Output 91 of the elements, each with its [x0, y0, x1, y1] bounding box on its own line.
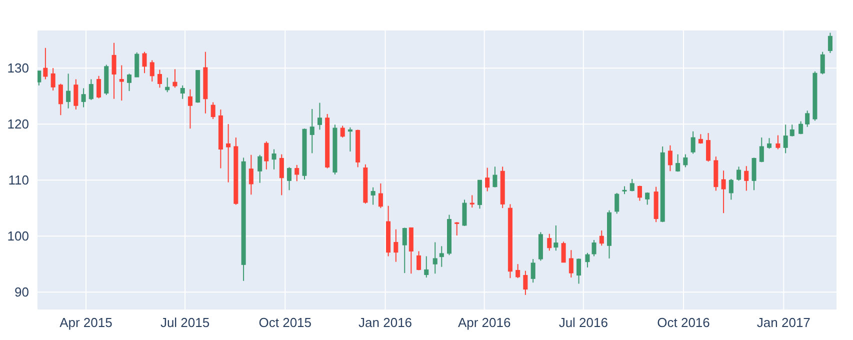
candlestick: [728, 178, 734, 200]
candlestick: [340, 125, 345, 138]
candlestick: [454, 222, 460, 236]
candlestick: [402, 227, 407, 274]
candlestick: [721, 170, 726, 214]
candlestick: [798, 120, 804, 135]
candlestick: [462, 199, 467, 226]
candlestick: [554, 224, 558, 252]
candlestick: [58, 83, 63, 116]
candlestick: [370, 186, 376, 206]
candlestick: [424, 256, 429, 278]
candlestick: [568, 250, 574, 278]
y-tick-label: 90: [14, 284, 29, 300]
candlestick: [547, 233, 552, 252]
candlestick: [576, 258, 582, 284]
candlestick: [439, 246, 444, 268]
candlestick: [264, 140, 269, 170]
candlestick: [828, 32, 832, 54]
candlestick: [492, 166, 498, 188]
x-tick-label: Jan 2017: [756, 315, 810, 330]
candlestick: [50, 68, 56, 91]
candlestick: [408, 227, 414, 274]
candlestick: [736, 166, 742, 182]
candlestick: [279, 154, 284, 196]
candlestick: [317, 102, 322, 130]
candlestick: [142, 51, 147, 74]
candlestick: [776, 134, 780, 150]
x-tick-label: Apr 2016: [458, 315, 511, 330]
candlestick: [248, 154, 254, 196]
candlestick: [258, 154, 262, 184]
y-tick-label: 130: [7, 60, 29, 76]
candlestick: [134, 52, 140, 78]
candlestick: [744, 166, 749, 192]
candlestick: [416, 250, 422, 271]
candlestick: [614, 192, 620, 214]
x-tick-label: Jul 2016: [558, 315, 608, 330]
candlestick: [394, 228, 398, 262]
candlestick: [783, 124, 788, 154]
candlestick: [43, 47, 48, 80]
y-tick-label: 110: [8, 172, 29, 188]
x-tick-label: Oct 2016: [657, 315, 710, 330]
candlestick: [81, 88, 86, 108]
candlestick: [378, 182, 383, 209]
candlestick: [74, 78, 78, 110]
candlestick: [188, 88, 192, 130]
candlestick: [310, 108, 314, 154]
candlestick: [157, 69, 162, 88]
candlestick: [752, 157, 756, 191]
candlestick: [294, 164, 300, 182]
x-tick-label: Oct 2015: [258, 315, 312, 330]
candlestick: [516, 264, 520, 279]
candlestick: [690, 130, 696, 154]
candlestick: [172, 68, 178, 88]
x-tick-label: Apr 2015: [60, 315, 112, 330]
candlestick: [630, 178, 634, 192]
candlestick: [820, 51, 825, 75]
candlestick: [683, 154, 688, 168]
candlestick: [805, 110, 810, 128]
candlestick: [226, 124, 231, 183]
candlestick: [767, 138, 772, 150]
candlestick: [530, 258, 536, 284]
candlestick: [119, 64, 124, 102]
candlestick: [150, 60, 154, 82]
candlestick: [637, 185, 642, 202]
candlestick: [96, 75, 102, 99]
candlestick: [790, 124, 794, 137]
candlestick: [485, 167, 490, 192]
y-tick-label: 120: [7, 116, 29, 132]
x-tick-label: Jul 2015: [160, 315, 210, 330]
candlestick: [66, 73, 71, 109]
candlestick: [127, 73, 132, 92]
candlestick: [287, 166, 292, 191]
candlestick: [645, 192, 650, 206]
candlestick: [706, 132, 711, 162]
candlestick: [561, 241, 566, 263]
candlestick: [165, 77, 170, 93]
candlestick: [272, 148, 276, 170]
candlestick: [470, 194, 474, 208]
candlestick: [432, 242, 438, 274]
candlestick: [599, 230, 604, 246]
candlestick: [88, 78, 94, 100]
candlestick: [180, 84, 185, 100]
candlestick: [523, 270, 528, 296]
candlestick: [759, 137, 764, 163]
candlestick: [112, 42, 116, 100]
y-tick-label: 100: [7, 228, 29, 244]
x-tick-label: Jan 2016: [358, 315, 412, 330]
candlestick: [668, 144, 672, 172]
candlestick: [210, 102, 216, 120]
candlestick: [676, 154, 680, 172]
candlestick: [348, 126, 352, 152]
